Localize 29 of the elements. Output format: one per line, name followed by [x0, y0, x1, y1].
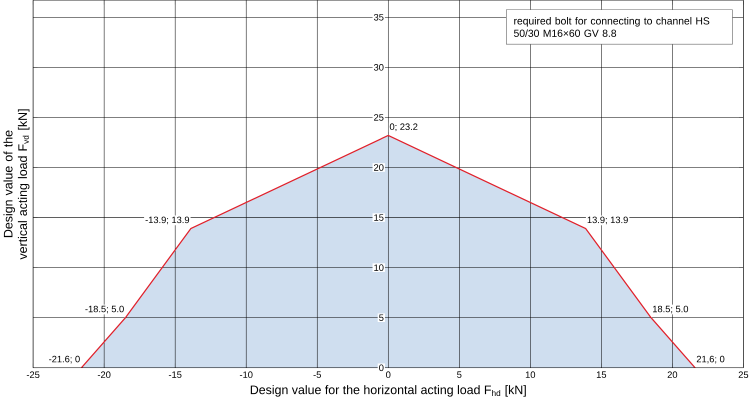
annotation: 18.5; 5.0: [653, 306, 688, 314]
y-tick-label: 20: [374, 164, 384, 171]
x-tick-label: 10: [526, 371, 536, 378]
annotation: required bolt for connecting to channel HS 50/30 M16×60 GV 8.8: [514, 16, 710, 37]
x-tick-label: -15: [168, 371, 182, 378]
y-tick-label: 10: [374, 264, 384, 271]
y-tick-label: 30: [374, 64, 384, 71]
x-tick-label: -20: [98, 371, 110, 378]
x-tick-label: -10: [240, 371, 253, 378]
x-tick-label: 0: [386, 371, 390, 378]
x-tick-label: 5: [457, 371, 462, 378]
x-axis-title: Design value for the horizontal acting load F$_{hd}$ [kN]: [250, 385, 526, 397]
x-tick-label: 20: [668, 371, 678, 378]
annotation: 13.9; 13.9: [588, 216, 628, 224]
x-tick-label: 25: [738, 371, 748, 378]
y-tick-label: 25: [374, 114, 384, 121]
x-tick-label: -25: [26, 371, 40, 378]
y-tick-label: 5: [379, 314, 384, 321]
y-tick-label: 0: [379, 364, 384, 372]
annotation: -21.6; 0: [49, 356, 80, 364]
y-tick-label: 15: [374, 214, 384, 221]
x-tick-label: -5: [314, 371, 321, 378]
y-axis-title: Design value of the vertical acting load F$_{vd}$ [kN]: [3, 109, 30, 260]
annotation: 0; 23.2: [390, 123, 418, 132]
y-tick-label: 35: [374, 14, 384, 21]
x-tick-label: 15: [596, 371, 606, 378]
annotation: 21,6; 0: [696, 356, 724, 364]
annotation: -18.5; 5.0: [85, 306, 124, 314]
annotation: -13.9; 13.9: [146, 216, 190, 224]
